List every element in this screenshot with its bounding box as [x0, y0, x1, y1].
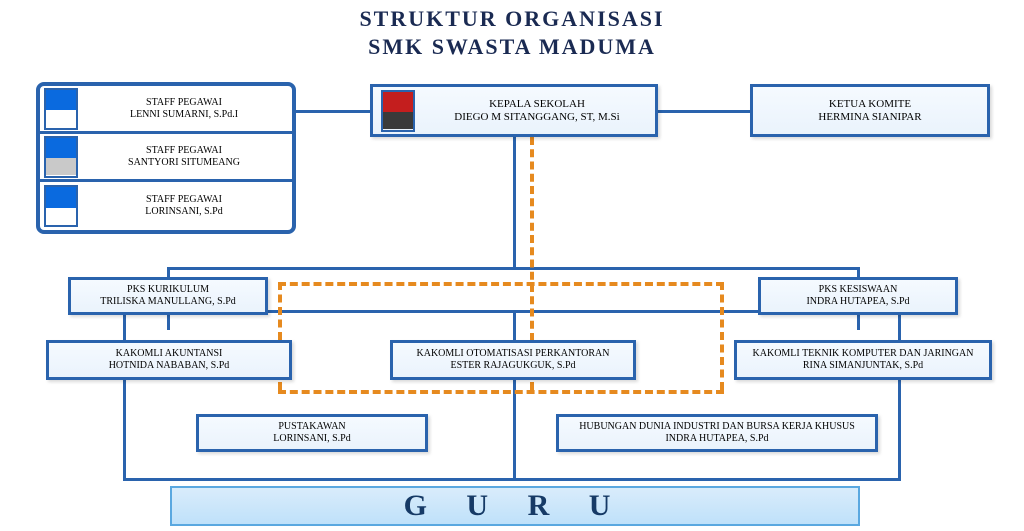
conn-horiz-pks: [167, 267, 859, 270]
conn-staff-to-head: [296, 110, 370, 113]
head-title: KEPALA SEKOLAH: [419, 98, 655, 111]
frame-mid-v: [513, 310, 516, 480]
kakomli-op-name: ESTER RAJAGUKGUK, S.Pd: [417, 360, 610, 372]
head-photo: [381, 90, 415, 132]
pks-kesiswaan-name: INDRA HUTAPEA, S.Pd: [806, 296, 909, 308]
komite-name: HERMINA SIANIPAR: [818, 111, 921, 124]
org-chart: STRUKTUR ORGANISASI SMK SWASTA MADUMA ST…: [0, 0, 1024, 531]
kakomli-tkj-name: RINA SIMANJUNTAK, S.Pd: [753, 360, 974, 372]
head-name: DIEGO M SITANGGANG, ST, M.Si: [419, 111, 655, 124]
staff-name-1: LENNI SUMARNI, S.Pd.I: [82, 109, 286, 121]
kakomli-op-title: KAKOMLI OTOMATISASI PERKANTORAN: [417, 348, 610, 360]
kakomli-tkj-box: KAKOMLI TEKNIK KOMPUTER DAN JARINGAN RIN…: [734, 340, 992, 380]
kakomli-op-box: KAKOMLI OTOMATISASI PERKANTORAN ESTER RA…: [390, 340, 636, 380]
komite-title: KETUA KOMITE: [818, 98, 921, 111]
conn-head-to-komite: [658, 110, 750, 113]
frame-left: [123, 310, 126, 480]
frame-right: [898, 310, 901, 480]
title-line2: SMK SWASTA MADUMA: [0, 34, 1024, 60]
pks-kesiswaan-title: PKS KESISWAAN: [806, 284, 909, 296]
kakomli-ak-name: HOTNIDA NABABAN, S.Pd: [109, 360, 230, 372]
pustakawan-title: PUSTAKAWAN: [273, 421, 351, 433]
frame-bottom: [123, 478, 901, 481]
staff-row-1: STAFF PEGAWAI LENNI SUMARNI, S.Pd.I: [40, 86, 292, 134]
pks-kurikulum-title: PKS KURIKULUM: [100, 284, 236, 296]
pustakawan-box: PUSTAKAWAN LORINSANI, S.Pd: [196, 414, 428, 452]
staff-name-2: SANTYORI SITUMEANG: [82, 157, 286, 169]
dashed-bot-h: [278, 390, 724, 394]
conn-pks-right-up: [857, 267, 860, 277]
kepala-sekolah-box: KEPALA SEKOLAH DIEGO M SITANGGANG, ST, M…: [370, 84, 658, 137]
pustakawan-name: LORINSANI, S.Pd: [273, 433, 351, 445]
conn-head-down: [513, 137, 516, 267]
staff-block: STAFF PEGAWAI LENNI SUMARNI, S.Pd.I STAF…: [36, 82, 296, 234]
staff-photo-1: [44, 88, 78, 130]
kakomli-ak-title: KAKOMLI AKUNTANSI: [109, 348, 230, 360]
staff-photo-3: [44, 185, 78, 227]
staff-row-3: STAFF PEGAWAI LORINSANI, S.Pd: [40, 182, 292, 230]
pks-kurikulum-box: PKS KURIKULUM TRILISKA MANULLANG, S.Pd: [68, 277, 268, 315]
guru-bar: G U R U: [170, 486, 860, 526]
pks-kurikulum-name: TRILISKA MANULLANG, S.Pd: [100, 296, 236, 308]
conn-pks-left-up: [167, 267, 170, 277]
staff-photo-2: [44, 136, 78, 178]
guru-label: G U R U: [404, 489, 627, 523]
komite-box: KETUA KOMITE HERMINA SIANIPAR: [750, 84, 990, 137]
dashed-top-h: [278, 282, 724, 286]
staff-row-2: STAFF PEGAWAI SANTYORI SITUMEANG: [40, 134, 292, 182]
kakomli-tkj-title: KAKOMLI TEKNIK KOMPUTER DAN JARINGAN: [753, 348, 974, 360]
hubin-title: HUBUNGAN DUNIA INDUSTRI DAN BURSA KERJA …: [579, 421, 855, 433]
hubin-box: HUBUNGAN DUNIA INDUSTRI DAN BURSA KERJA …: [556, 414, 878, 452]
staff-name-3: LORINSANI, S.Pd: [82, 206, 286, 218]
title-line1: STRUKTUR ORGANISASI: [0, 6, 1024, 32]
staff-title-3: STAFF PEGAWAI: [82, 194, 286, 206]
hubin-name: INDRA HUTAPEA, S.Pd: [579, 433, 855, 445]
pks-kesiswaan-box: PKS KESISWAAN INDRA HUTAPEA, S.Pd: [758, 277, 958, 315]
kakomli-ak-box: KAKOMLI AKUNTANSI HOTNIDA NABABAN, S.Pd: [46, 340, 292, 380]
staff-title-2: STAFF PEGAWAI: [82, 145, 286, 157]
staff-title-1: STAFF PEGAWAI: [82, 97, 286, 109]
dashed-right-v: [720, 282, 724, 390]
